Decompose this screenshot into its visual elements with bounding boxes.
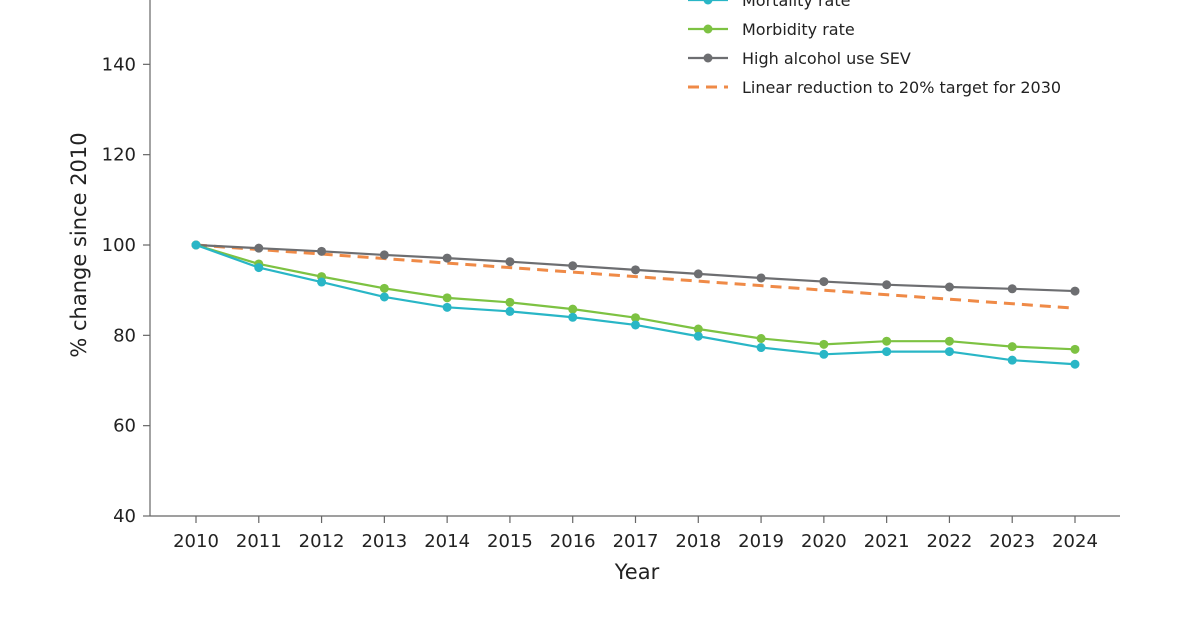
data-point [819,339,829,349]
data-point [756,343,766,353]
legend-label: Mortality rate [742,0,850,10]
legend-marker [703,24,713,34]
data-point [191,240,201,250]
x-tick-label: 2021 [864,531,910,552]
series-line [195,243,1076,366]
data-point [442,293,452,303]
data-point [631,320,640,330]
legend-item: High alcohol use SEV [688,49,911,68]
legend-item: Linear reduction to 20% target for 2030 [688,78,1061,97]
x-tick-label: 2023 [989,531,1035,552]
data-point [882,347,892,357]
x-tick-label: 2013 [361,531,407,552]
y-tick-group: 40 60 80 100 120 140 [102,54,150,527]
data-point [379,250,389,260]
data-point [568,261,578,271]
series-group [191,240,1080,369]
data-point [442,302,452,312]
data-point [568,312,578,322]
legend-marker [703,0,713,5]
data-point [631,313,640,323]
data-point [882,280,892,290]
data-point [505,297,515,307]
x-tick-label: 2016 [550,531,596,552]
x-axis-title: Year [614,560,660,584]
y-tick-label: 40 [113,506,136,527]
y-tick-label: 120 [102,145,136,166]
data-point [756,273,766,283]
y-tick-label: 100 [102,235,136,256]
data-point [631,265,640,275]
x-tick-label: 2015 [487,531,533,552]
data-point [693,269,703,279]
x-tick-label: 2018 [675,531,721,552]
y-axis: 40 60 80 100 120 140 % change since 2010 [67,0,151,527]
data-point [819,277,829,287]
data-point [882,336,892,346]
data-point [819,349,829,359]
y-tick-label: 80 [113,325,136,346]
x-axis: 2010 2011 2012 2013 2014 2015 2016 2017 2018 2019… [150,515,1120,584]
data-point [254,263,264,273]
legend-item: Morbidity rate [688,20,855,39]
series-morbidity-rate [191,240,1080,354]
data-point [568,304,578,314]
data-point [1007,355,1017,365]
y-tick-label: 140 [102,54,136,75]
data-point [1070,344,1080,354]
data-point [944,336,954,346]
y-axis-title: % change since 2010 [67,132,91,357]
data-point [505,306,515,316]
data-point [379,283,389,293]
legend-marker [703,53,713,63]
x-tick-label: 2011 [236,531,282,552]
legend-label: High alcohol use SEV [742,49,911,68]
data-point [1070,286,1080,296]
series-linear-reduction-to-20-target-for-2030 [195,243,1076,310]
x-tick-group: 2010 2011 2012 2013 2014 2015 2016 2017 2018 2019… [173,516,1098,552]
x-tick-label: 2020 [801,531,847,552]
x-tick-label: 2024 [1052,531,1098,552]
x-tick-label: 2010 [173,531,219,552]
data-point [1007,284,1017,294]
data-point [505,257,515,267]
data-point [1070,359,1080,369]
series-high-alcohol-use-sev [191,240,1080,296]
x-tick-label: 2022 [927,531,973,552]
x-tick-label: 2017 [613,531,659,552]
data-point [317,277,327,287]
data-point [442,253,452,263]
target-line [195,243,1076,310]
data-point [944,282,954,292]
data-point [317,246,327,256]
legend: Mortality rate Morbidity rate High alcohol… [688,0,1061,97]
x-tick-label: 2014 [424,531,470,552]
legend-label: Morbidity rate [742,20,855,39]
data-point [1007,342,1017,352]
data-point [944,347,954,357]
data-point [693,331,703,341]
legend-item: Mortality rate [688,0,850,10]
legend-label: Linear reduction to 20% target for 2030 [742,78,1061,97]
data-point [756,333,766,343]
y-tick-label: 60 [113,416,136,437]
data-point [379,292,389,302]
series-mortality-rate [191,240,1080,369]
x-tick-label: 2019 [738,531,784,552]
data-point [693,324,703,334]
x-tick-label: 2012 [299,531,345,552]
data-point [254,243,264,253]
series-line [195,243,1076,351]
